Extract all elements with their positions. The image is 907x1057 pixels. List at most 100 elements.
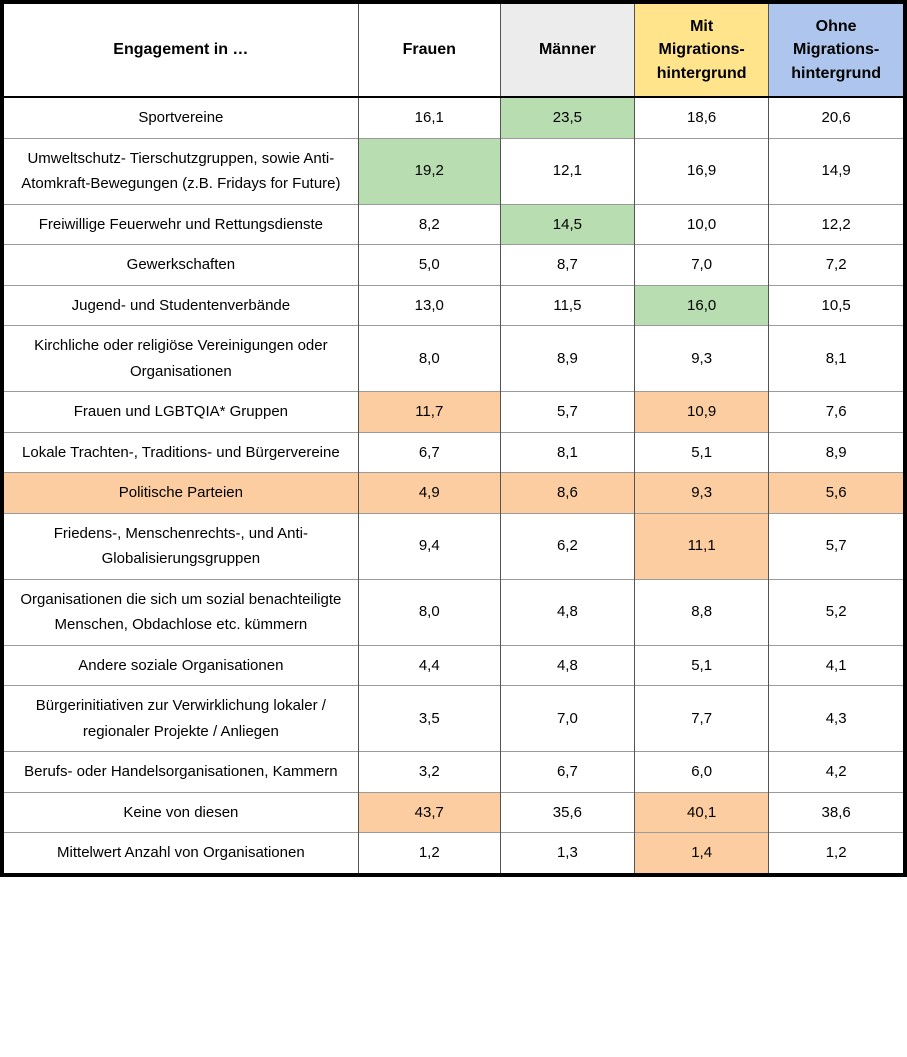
value-maenner: 8,7 bbox=[499, 244, 635, 285]
table-row: Mittelwert Anzahl von Organisationen 1,2… bbox=[4, 832, 903, 873]
engagement-table: Engagement in … Frauen Männer Mit Migrat… bbox=[0, 0, 907, 877]
table-row: Berufs- oder Handelsorganisationen, Kamm… bbox=[4, 751, 903, 792]
value-mit-migrationshintergrund: 18,6 bbox=[634, 97, 769, 138]
value-frauen: 9,4 bbox=[357, 512, 501, 579]
value-frauen: 1,2 bbox=[357, 832, 501, 873]
value-mit-migrationshintergrund: 10,0 bbox=[634, 203, 769, 245]
table-row: Organisationen die sich um sozial benach… bbox=[4, 578, 903, 645]
value-ohne-migrationshintergrund: 38,6 bbox=[768, 791, 903, 833]
table-row: Friedens-, Menschenrechts-, und Anti-Glo… bbox=[4, 512, 903, 579]
header-ohne-migrationshintergrund: Ohne Migrations- hintergrund bbox=[768, 4, 903, 98]
value-ohne-migrationshintergrund: 12,2 bbox=[768, 203, 903, 245]
value-frauen: 3,2 bbox=[357, 751, 501, 792]
table-row: Umweltschutz- Tierschutzgruppen, sowie A… bbox=[4, 137, 903, 204]
row-label: Frauen und LGBTQIA* Gruppen bbox=[4, 391, 359, 432]
table-row: Sportvereine 16,1 23,5 18,6 20,6 bbox=[4, 97, 903, 138]
value-maenner: 35,6 bbox=[499, 791, 635, 833]
value-maenner: 4,8 bbox=[499, 644, 635, 686]
value-mit-migrationshintergrund: 7,0 bbox=[634, 244, 769, 285]
value-frauen: 13,0 bbox=[357, 284, 501, 326]
row-label: Friedens-, Menschenrechts-, und Anti-Glo… bbox=[4, 512, 359, 579]
value-ohne-migrationshintergrund: 7,6 bbox=[768, 391, 903, 432]
value-maenner: 1,3 bbox=[499, 832, 635, 873]
value-frauen: 8,0 bbox=[357, 578, 501, 645]
value-maenner: 6,7 bbox=[499, 751, 635, 792]
value-frauen: 19,2 bbox=[357, 137, 501, 204]
value-mit-migrationshintergrund: 40,1 bbox=[634, 791, 769, 833]
value-maenner: 4,8 bbox=[499, 578, 635, 645]
value-maenner: 8,6 bbox=[499, 472, 635, 513]
value-ohne-migrationshintergrund: 4,3 bbox=[768, 685, 903, 752]
value-maenner: 6,2 bbox=[499, 512, 635, 579]
table-row: Freiwillige Feuerwehr und Rettungsdienst… bbox=[4, 203, 903, 245]
row-label: Jugend- und Studentenverbände bbox=[4, 284, 359, 326]
value-mit-migrationshintergrund: 16,9 bbox=[634, 137, 769, 204]
header-mit-migrationshintergrund: Mit Migrations- hintergrund bbox=[634, 4, 769, 98]
value-frauen: 16,1 bbox=[357, 97, 501, 138]
value-mit-migrationshintergrund: 7,7 bbox=[634, 685, 769, 752]
row-label: Freiwillige Feuerwehr und Rettungsdienst… bbox=[4, 203, 359, 245]
table-row: Politische Parteien 4,9 8,6 9,3 5,6 bbox=[4, 472, 903, 513]
value-ohne-migrationshintergrund: 5,7 bbox=[768, 512, 903, 579]
value-mit-migrationshintergrund: 8,8 bbox=[634, 578, 769, 645]
value-ohne-migrationshintergrund: 4,2 bbox=[768, 751, 903, 792]
row-label: Organisationen die sich um sozial benach… bbox=[4, 578, 359, 645]
value-maenner: 14,5 bbox=[499, 203, 635, 245]
value-ohne-migrationshintergrund: 8,9 bbox=[768, 431, 903, 473]
row-label: Gewerkschaften bbox=[4, 244, 359, 285]
value-mit-migrationshintergrund: 5,1 bbox=[634, 431, 769, 473]
header-row: Engagement in … Frauen Männer Mit Migrat… bbox=[4, 4, 903, 98]
value-frauen: 8,0 bbox=[357, 325, 501, 392]
header-frauen: Frauen bbox=[357, 4, 501, 98]
row-label: Umweltschutz- Tierschutzgruppen, sowie A… bbox=[4, 137, 359, 204]
row-label: Sportvereine bbox=[4, 97, 359, 138]
value-maenner: 8,1 bbox=[499, 431, 635, 473]
value-frauen: 3,5 bbox=[357, 685, 501, 752]
value-frauen: 8,2 bbox=[357, 203, 501, 245]
value-ohne-migrationshintergrund: 20,6 bbox=[768, 97, 903, 138]
table-row: Andere soziale Organisationen 4,4 4,8 5,… bbox=[4, 644, 903, 686]
value-maenner: 8,9 bbox=[499, 325, 635, 392]
value-maenner: 5,7 bbox=[499, 391, 635, 432]
value-maenner: 23,5 bbox=[499, 97, 635, 138]
value-frauen: 4,4 bbox=[357, 644, 501, 686]
value-mit-migrationshintergrund: 1,4 bbox=[634, 832, 769, 873]
table-row: Lokale Trachten-, Traditions- und Bürger… bbox=[4, 431, 903, 473]
value-maenner: 12,1 bbox=[499, 137, 635, 204]
table-row: Keine von diesen 43,7 35,6 40,1 38,6 bbox=[4, 791, 903, 833]
value-mit-migrationshintergrund: 9,3 bbox=[634, 472, 769, 513]
header-maenner: Männer bbox=[499, 4, 635, 98]
table-row: Frauen und LGBTQIA* Gruppen 11,7 5,7 10,… bbox=[4, 391, 903, 432]
value-mit-migrationshintergrund: 10,9 bbox=[634, 391, 769, 432]
table-row: Jugend- und Studentenverbände 13,0 11,5 … bbox=[4, 284, 903, 326]
row-label: Kirchliche oder religiöse Vereinigungen … bbox=[4, 325, 359, 392]
table-row: Bürgerinitiativen zur Verwirklichung lok… bbox=[4, 685, 903, 752]
row-label: Lokale Trachten-, Traditions- und Bürger… bbox=[4, 431, 359, 473]
value-ohne-migrationshintergrund: 8,1 bbox=[768, 325, 903, 392]
value-ohne-migrationshintergrund: 14,9 bbox=[768, 137, 903, 204]
row-label: Andere soziale Organisationen bbox=[4, 644, 359, 686]
row-label: Bürgerinitiativen zur Verwirklichung lok… bbox=[4, 685, 359, 752]
value-mit-migrationshintergrund: 16,0 bbox=[634, 284, 769, 326]
value-frauen: 5,0 bbox=[357, 244, 501, 285]
value-maenner: 11,5 bbox=[499, 284, 635, 326]
table-row: Gewerkschaften 5,0 8,7 7,0 7,2 bbox=[4, 244, 903, 285]
header-engagement: Engagement in … bbox=[4, 4, 359, 98]
value-frauen: 11,7 bbox=[357, 391, 501, 432]
value-ohne-migrationshintergrund: 7,2 bbox=[768, 244, 903, 285]
table-body: Sportvereine 16,1 23,5 18,6 20,6 Umwelts… bbox=[4, 97, 903, 873]
value-maenner: 7,0 bbox=[499, 685, 635, 752]
engagement-data-table: Engagement in … Frauen Männer Mit Migrat… bbox=[4, 4, 903, 873]
row-label: Mittelwert Anzahl von Organisationen bbox=[4, 832, 359, 873]
value-ohne-migrationshintergrund: 5,6 bbox=[768, 472, 903, 513]
row-label: Berufs- oder Handelsorganisationen, Kamm… bbox=[4, 751, 359, 792]
row-label: Politische Parteien bbox=[4, 472, 359, 513]
value-ohne-migrationshintergrund: 4,1 bbox=[768, 644, 903, 686]
value-frauen: 4,9 bbox=[357, 472, 501, 513]
row-label: Keine von diesen bbox=[4, 791, 359, 833]
value-ohne-migrationshintergrund: 10,5 bbox=[768, 284, 903, 326]
value-mit-migrationshintergrund: 6,0 bbox=[634, 751, 769, 792]
value-ohne-migrationshintergrund: 1,2 bbox=[768, 832, 903, 873]
value-mit-migrationshintergrund: 5,1 bbox=[634, 644, 769, 686]
table-row: Kirchliche oder religiöse Vereinigungen … bbox=[4, 325, 903, 392]
